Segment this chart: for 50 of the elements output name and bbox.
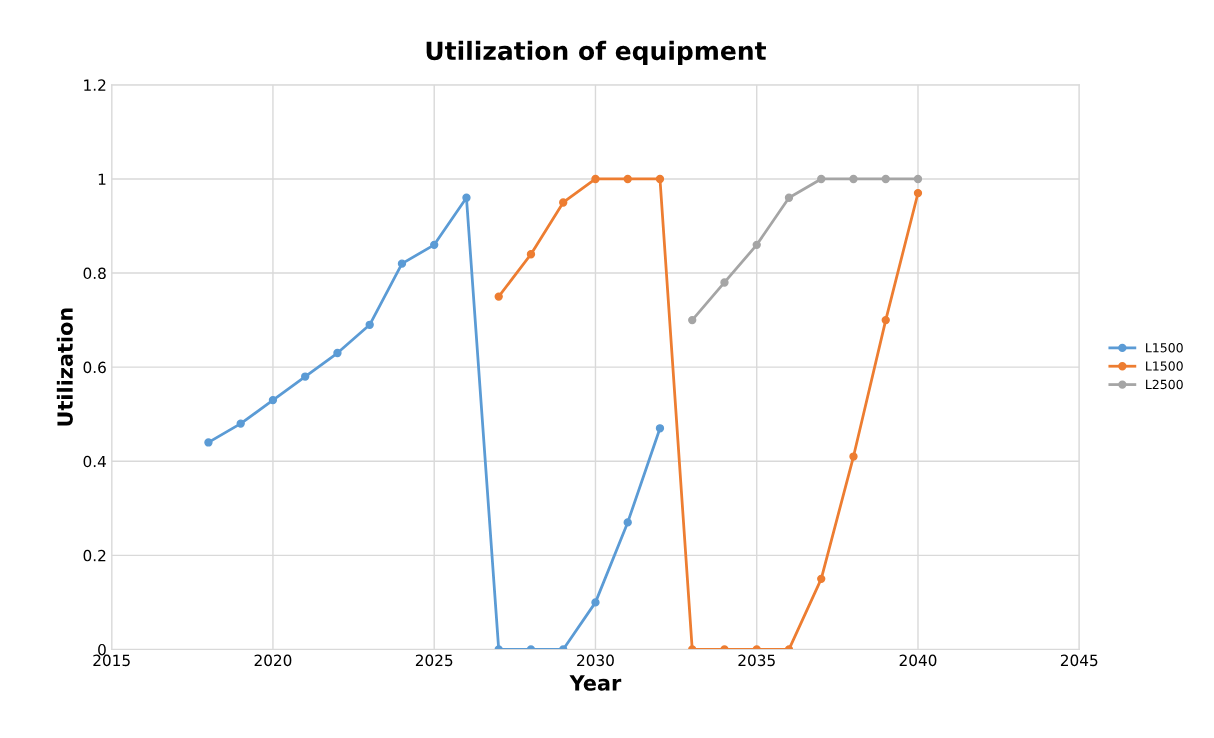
x-tick-label: 2020	[254, 654, 292, 667]
x-axis-title: Year	[569, 675, 622, 691]
point	[881, 174, 890, 184]
point	[688, 315, 697, 325]
point	[559, 198, 568, 207]
x-tick-label: 2025	[415, 654, 453, 667]
x-tick-label: 2015	[93, 654, 130, 667]
point	[397, 259, 407, 268]
legend-label: L1500	[1146, 342, 1183, 353]
point	[752, 240, 761, 249]
point	[881, 315, 890, 325]
point	[430, 240, 439, 249]
point	[365, 320, 374, 329]
point	[817, 574, 826, 584]
y-tick-label: 0.2	[83, 549, 106, 562]
point	[913, 188, 923, 198]
point	[268, 395, 278, 405]
y-tick-label: 0.8	[83, 267, 106, 280]
x-tick-label: 2040	[899, 654, 937, 667]
x-tick-label: 2030	[577, 654, 614, 667]
y-tick-label: 0	[98, 643, 106, 656]
point	[494, 292, 503, 301]
point	[720, 278, 729, 287]
point	[913, 174, 923, 184]
point	[655, 174, 665, 184]
point	[333, 348, 342, 358]
y-tick-label: 0.4	[83, 455, 106, 468]
point	[591, 598, 600, 607]
point	[526, 250, 536, 259]
y-axis-title: Utilization	[56, 308, 73, 426]
point	[591, 174, 600, 184]
point	[623, 174, 632, 184]
y-tick-label: 0.6	[83, 361, 106, 374]
point	[204, 438, 213, 447]
legend-label: L2500	[1146, 379, 1183, 390]
y-tick-label: 1	[98, 173, 106, 185]
legend-label: L1500	[1146, 361, 1183, 371]
point	[462, 193, 471, 202]
x-tick-label: 2045	[1060, 654, 1098, 667]
point	[849, 452, 858, 461]
y-tick-label: 1.2	[84, 79, 106, 91]
point	[849, 174, 858, 184]
point	[817, 174, 826, 184]
chart-title: Utilization of equipment	[426, 40, 766, 66]
point	[655, 424, 665, 433]
x-tick-label: 2035	[738, 654, 775, 667]
point	[301, 372, 310, 381]
point	[623, 518, 632, 527]
point	[784, 193, 794, 202]
point	[236, 419, 245, 428]
